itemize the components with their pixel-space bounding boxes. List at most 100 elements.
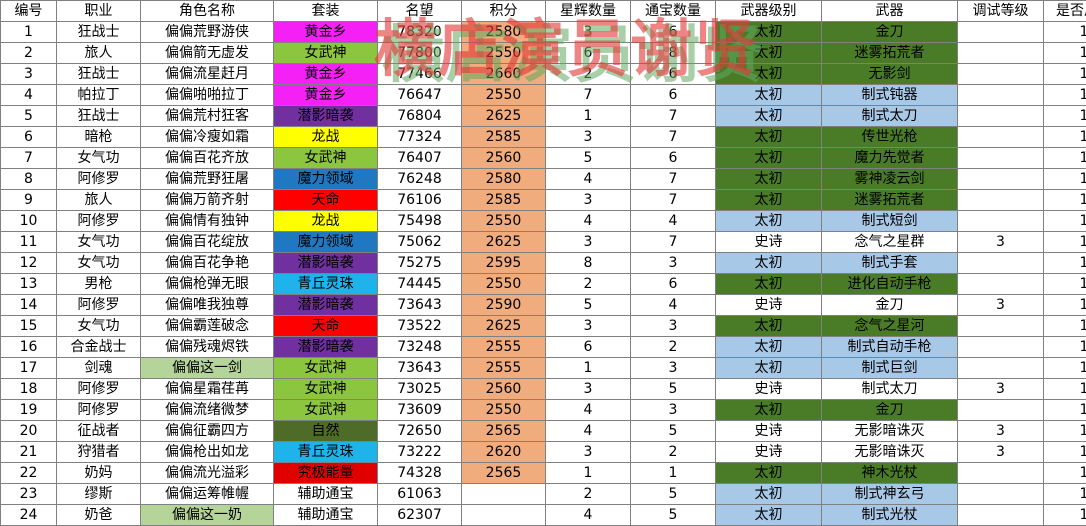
column-header-wgrade[interactable]: 武器级别 [716, 1, 822, 22]
cell-coin[interactable]: 3 [631, 316, 716, 337]
cell-fame[interactable]: 78320 [378, 22, 462, 43]
cell-score[interactable]: 2550 [462, 211, 546, 232]
cell-job[interactable]: 旅人 [57, 43, 141, 64]
cell-fame[interactable]: 73643 [378, 295, 462, 316]
cell-suit[interactable]: 潜影暗袭 [274, 106, 378, 127]
cell-weapon[interactable]: 金刀 [822, 22, 958, 43]
cell-suit[interactable]: 龙战 [274, 127, 378, 148]
cell-star[interactable]: 1 [546, 358, 631, 379]
cell-job[interactable]: 狂战士 [57, 22, 141, 43]
cell-fame[interactable]: 62307 [378, 505, 462, 526]
cell-seal-status[interactable]: 1 [1044, 211, 1086, 232]
cell-weapon[interactable]: 制式短剑 [822, 211, 958, 232]
column-header-star[interactable]: 星辉数量 [546, 1, 631, 22]
cell-weapon-grade[interactable]: 太初 [716, 169, 822, 190]
cell-suit[interactable]: 辅助通宝 [274, 505, 378, 526]
table-row[interactable]: 19阿修罗偏偏流绪微梦女武神73609255043太初金刀1 [1, 400, 1086, 421]
cell-id[interactable]: 10 [1, 211, 57, 232]
column-header-id[interactable]: 编号 [1, 1, 57, 22]
cell-weapon-grade[interactable]: 太初 [716, 64, 822, 85]
cell-seal-status[interactable]: 1 [1044, 295, 1086, 316]
cell-name[interactable]: 偏偏这一奶 [141, 505, 274, 526]
cell-weapon-grade[interactable]: 太初 [716, 337, 822, 358]
cell-score[interactable]: 2580 [462, 22, 546, 43]
cell-weapon-grade[interactable]: 太初 [716, 253, 822, 274]
cell-weapon[interactable]: 魔力先觉者 [822, 148, 958, 169]
table-row[interactable]: 3狂战士偏偏流星赶月黄金乡77466266026太初无影剑1 [1, 64, 1086, 85]
cell-score[interactable]: 2595 [462, 253, 546, 274]
cell-score[interactable]: 2550 [462, 400, 546, 421]
cell-star[interactable]: 4 [546, 400, 631, 421]
cell-star[interactable]: 5 [546, 295, 631, 316]
cell-name[interactable]: 偏偏情有独钟 [141, 211, 274, 232]
cell-seal-status[interactable]: 1 [1044, 190, 1086, 211]
cell-coin[interactable]: 7 [631, 106, 716, 127]
cell-name[interactable]: 偏偏残魂烬铁 [141, 337, 274, 358]
table-row[interactable]: 1狂战士偏偏荒野游侠黄金乡78320258036太初金刀1 [1, 22, 1086, 43]
cell-star[interactable]: 3 [546, 316, 631, 337]
cell-fame[interactable]: 73522 [378, 316, 462, 337]
cell-coin[interactable]: 3 [631, 358, 716, 379]
cell-coin[interactable]: 7 [631, 127, 716, 148]
cell-score[interactable]: 2550 [462, 274, 546, 295]
cell-job[interactable]: 狩猎者 [57, 442, 141, 463]
cell-job[interactable]: 女气功 [57, 253, 141, 274]
cell-debug-level[interactable] [958, 253, 1044, 274]
cell-id[interactable]: 19 [1, 400, 57, 421]
cell-fame[interactable]: 73609 [378, 400, 462, 421]
cell-weapon[interactable]: 传世光枪 [822, 127, 958, 148]
column-header-weapon[interactable]: 武器 [822, 1, 958, 22]
cell-fame[interactable]: 77324 [378, 127, 462, 148]
cell-fame[interactable]: 76106 [378, 190, 462, 211]
cell-coin[interactable]: 5 [631, 484, 716, 505]
cell-debug-level[interactable] [958, 85, 1044, 106]
table-row[interactable]: 7女气功偏偏百花齐放女武神76407256056太初魔力先觉者1 [1, 148, 1086, 169]
cell-weapon[interactable]: 无影暗诛灭 [822, 421, 958, 442]
cell-fame[interactable]: 76248 [378, 169, 462, 190]
cell-weapon[interactable]: 制式太刀 [822, 379, 958, 400]
cell-name[interactable]: 偏偏百花齐放 [141, 148, 274, 169]
cell-weapon-grade[interactable]: 太初 [716, 148, 822, 169]
cell-coin[interactable]: 1 [631, 463, 716, 484]
cell-fame[interactable]: 76407 [378, 148, 462, 169]
table-row[interactable]: 5狂战士偏偏荒村狂客潜影暗袭76804262517太初制式太刀1 [1, 106, 1086, 127]
cell-id[interactable]: 24 [1, 505, 57, 526]
cell-debug-level[interactable]: 3 [958, 295, 1044, 316]
cell-debug-level[interactable] [958, 337, 1044, 358]
cell-weapon[interactable]: 念气之星群 [822, 232, 958, 253]
cell-id[interactable]: 17 [1, 358, 57, 379]
cell-seal-status[interactable]: 1 [1044, 253, 1086, 274]
cell-fame[interactable]: 76804 [378, 106, 462, 127]
cell-weapon-grade[interactable]: 太初 [716, 127, 822, 148]
cell-debug-level[interactable]: 3 [958, 421, 1044, 442]
cell-suit[interactable]: 辅助通宝 [274, 484, 378, 505]
cell-star[interactable]: 4 [546, 421, 631, 442]
column-header-coin[interactable]: 通宝数量 [631, 1, 716, 22]
cell-job[interactable]: 剑魂 [57, 358, 141, 379]
cell-coin[interactable]: 5 [631, 379, 716, 400]
cell-suit[interactable]: 女武神 [274, 400, 378, 421]
cell-job[interactable]: 阿修罗 [57, 379, 141, 400]
cell-weapon[interactable]: 无影剑 [822, 64, 958, 85]
cell-weapon[interactable]: 迷雾拓荒者 [822, 43, 958, 64]
cell-suit[interactable]: 黄金乡 [274, 64, 378, 85]
cell-id[interactable]: 12 [1, 253, 57, 274]
cell-id[interactable]: 7 [1, 148, 57, 169]
cell-star[interactable]: 2 [546, 484, 631, 505]
cell-suit[interactable]: 青丘灵珠 [274, 442, 378, 463]
cell-debug-level[interactable]: 3 [958, 379, 1044, 400]
cell-id[interactable]: 2 [1, 43, 57, 64]
cell-weapon[interactable]: 神木光杖 [822, 463, 958, 484]
cell-star[interactable]: 6 [546, 43, 631, 64]
cell-job[interactable]: 暗枪 [57, 127, 141, 148]
column-header-name[interactable]: 角色名称 [141, 1, 274, 22]
table-row[interactable]: 6暗枪偏偏冷瘦如霜龙战77324258537太初传世光枪1 [1, 127, 1086, 148]
cell-suit[interactable]: 青丘灵珠 [274, 274, 378, 295]
cell-job[interactable]: 阿修罗 [57, 169, 141, 190]
cell-star[interactable]: 1 [546, 463, 631, 484]
